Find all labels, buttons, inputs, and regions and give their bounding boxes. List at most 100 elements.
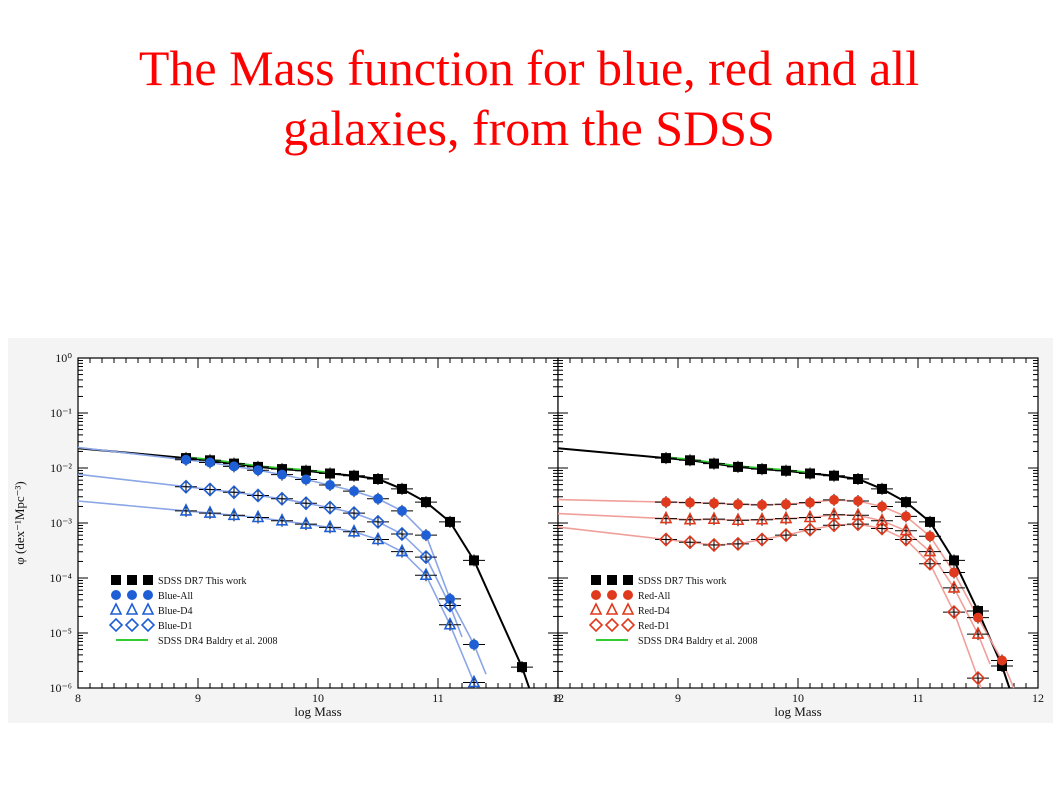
legend-marker [623, 575, 633, 585]
data-point [659, 510, 673, 524]
legend-label: Blue-D4 [158, 606, 192, 617]
data-point [733, 499, 743, 510]
data-point [661, 497, 671, 508]
data-point [421, 497, 431, 508]
blue-panel: 8 9 10 11 12 10⁻⁶ 10⁻⁵ 10⁻⁴ 10⁻³ 10⁻² 10⁻¹ 10⁰ log M… [12, 351, 564, 719]
y-tick-label: 10⁻⁴ [49, 571, 72, 585]
x-tick-label: 10 [312, 691, 324, 705]
legend-label: SDSS DR7 This work [158, 576, 246, 587]
y-tick-label: 10⁻² [50, 461, 72, 475]
data-point [731, 512, 745, 526]
legend-marker [621, 602, 635, 615]
data-point [757, 499, 767, 510]
data-point [202, 482, 218, 497]
data-point [805, 468, 815, 479]
data-point [661, 453, 671, 464]
data-point [781, 499, 791, 510]
data-point [829, 494, 839, 505]
data-point [853, 474, 863, 484]
data-point [371, 531, 385, 545]
x-tick-label: 8 [555, 691, 561, 705]
mass-function-svg: 8 9 10 11 12 10⁻⁶ 10⁻⁵ 10⁻⁴ 10⁻³ 10⁻² 10⁻¹ 10⁰ log M… [8, 338, 1053, 723]
y-tick-label: 10⁰ [55, 351, 72, 365]
data-point [467, 674, 481, 688]
data-point [274, 491, 290, 506]
data-point [394, 526, 410, 542]
y-axis-title: φ (dex⁻¹Mpc⁻³) [12, 481, 27, 565]
model-curve [557, 523, 982, 689]
data-point [901, 497, 911, 508]
plot-frame [557, 357, 1039, 689]
data-point [229, 461, 239, 472]
legend-marker [623, 590, 633, 600]
data-point [227, 507, 241, 521]
data-point [179, 503, 193, 516]
data-point [250, 488, 266, 503]
x-tick-label: 11 [912, 691, 924, 705]
data-point [275, 513, 289, 526]
legend-marker [591, 590, 601, 600]
data-point [973, 606, 983, 616]
legend-label: Blue-D1 [158, 621, 192, 632]
data-point [205, 457, 215, 468]
legend-marker [109, 602, 123, 615]
data-point [877, 483, 887, 494]
model-curve [557, 512, 991, 665]
y-tick-label: 10⁻³ [50, 516, 72, 530]
legend-marker [143, 590, 153, 600]
data-point [299, 516, 313, 529]
data-point [997, 655, 1007, 666]
x-tick-label: 8 [75, 691, 81, 705]
x-tick-label: 10 [792, 691, 804, 705]
legend-marker [127, 590, 137, 600]
red-panel: 8 9 10 11 12 log Mass SDSS DR7 This work Red-Al… [555, 357, 1044, 719]
data-point [898, 532, 914, 547]
data-point [419, 567, 433, 581]
data-point [923, 543, 937, 557]
model-curve [77, 473, 463, 638]
data-point [685, 497, 695, 508]
data-point [658, 532, 674, 547]
legend-marker [140, 617, 156, 633]
legend-marker [591, 575, 601, 585]
data-point [946, 604, 962, 620]
data-point [754, 532, 770, 547]
legend-marker [111, 590, 121, 600]
data-point [709, 498, 719, 509]
data-point [947, 580, 961, 593]
data-point [682, 535, 698, 550]
data-point [397, 483, 407, 494]
data-point [781, 465, 791, 476]
data-point [349, 470, 359, 481]
legend-marker [589, 602, 603, 615]
data-point [805, 497, 815, 508]
data-point [685, 455, 695, 466]
data-point [778, 527, 794, 543]
data-point [301, 465, 311, 476]
legend-label: SDSS DR4 Baldry et al. 2008 [638, 636, 757, 647]
data-point [853, 496, 863, 506]
model-curve [77, 447, 531, 689]
data-point [517, 662, 527, 673]
data-point [469, 639, 479, 650]
data-point [733, 461, 743, 472]
x-tick-label: 12 [1032, 691, 1044, 705]
data-point [683, 511, 697, 525]
slide-title-line-1: The Mass function for blue, red and all [138, 40, 920, 96]
data-point [322, 500, 338, 515]
data-point [949, 567, 959, 578]
legend-marker [111, 575, 121, 585]
data-point [469, 555, 479, 566]
data-point [421, 530, 431, 541]
data-point [850, 516, 866, 532]
y-tick-label: 10⁻⁶ [49, 681, 72, 695]
slide-title-line-2: galaxies, from the SDSS [283, 100, 775, 156]
data-point [203, 505, 217, 518]
data-point [442, 598, 458, 613]
data-point [349, 486, 359, 497]
y-tick-label: 10⁻¹ [50, 406, 72, 420]
legend-label: Red-D4 [638, 606, 670, 617]
x-tick-label: 9 [195, 691, 201, 705]
data-point [443, 616, 457, 630]
data-point [395, 543, 409, 557]
